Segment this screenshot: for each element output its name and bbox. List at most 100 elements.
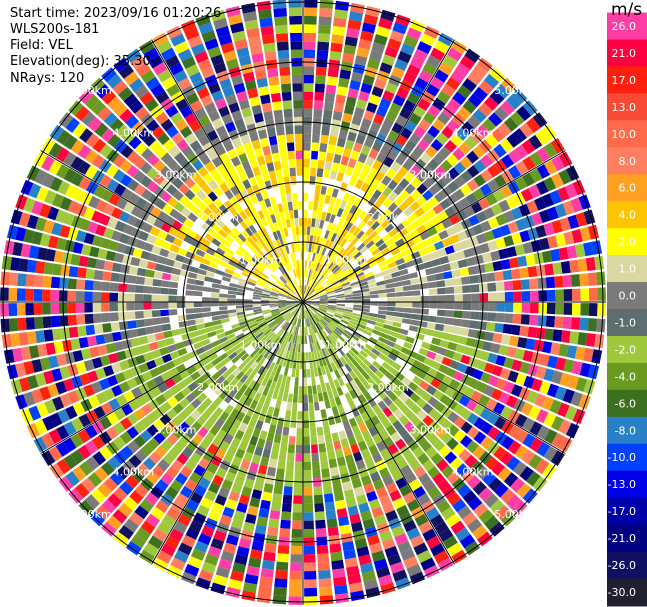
radar-gate	[127, 179, 140, 192]
radar-gate	[479, 350, 490, 362]
radar-gate	[111, 331, 122, 342]
radar-gate	[268, 424, 277, 434]
radar-gate	[277, 134, 286, 144]
radar-gate	[282, 494, 293, 504]
radar-gate	[171, 132, 184, 145]
radar-gate	[238, 317, 247, 323]
radar-gate	[387, 38, 402, 51]
radar-gate	[316, 332, 322, 341]
radar-gate	[189, 120, 202, 133]
radar-gate	[360, 118, 372, 129]
radar-gate	[284, 272, 291, 281]
radar-gate	[225, 94, 238, 106]
colorbar-swatch	[607, 147, 647, 176]
radar-gate	[275, 355, 282, 365]
radar-gate	[148, 253, 159, 263]
radar-gate	[447, 542, 463, 557]
radar-gate	[487, 282, 497, 292]
radar-gate	[306, 309, 310, 318]
radar-gate	[186, 319, 196, 326]
radar-gate	[351, 71, 364, 83]
radar-gate	[447, 167, 460, 180]
radar-gate	[433, 330, 443, 339]
radar-gate	[99, 378, 111, 391]
colorbar-swatch	[607, 335, 647, 364]
radar-gate	[329, 543, 342, 553]
radar-gate	[247, 88, 259, 99]
radar-gate	[512, 313, 522, 324]
radar-gate	[361, 163, 372, 175]
radar-gate	[151, 294, 161, 302]
radar-gate	[159, 295, 169, 302]
radar-gate	[229, 282, 238, 288]
radar-gate	[385, 283, 395, 289]
radar-gate	[88, 195, 101, 209]
radar-gate	[315, 66, 327, 76]
radar-gate	[184, 27, 200, 41]
radar-gate	[118, 381, 131, 393]
radar-gate	[419, 380, 430, 391]
radar-gate	[113, 252, 124, 263]
radar-gate	[208, 242, 219, 252]
radar-gate	[521, 139, 536, 155]
radar-gate	[133, 170, 146, 183]
radar-gate	[496, 292, 505, 302]
radar-gate	[349, 513, 361, 525]
radar-gate	[127, 275, 137, 284]
radar-gate	[377, 314, 387, 320]
radar-gate	[580, 288, 590, 301]
radar-gate	[566, 345, 578, 359]
radar-gate	[332, 341, 340, 350]
radar-gate	[103, 365, 115, 377]
radar-gate	[233, 267, 243, 275]
radar-gate	[166, 125, 179, 138]
radar-gate	[190, 371, 201, 381]
radar-gate	[392, 386, 403, 397]
radar-gate	[286, 314, 293, 322]
radar-gate	[415, 241, 426, 251]
radar-gate	[123, 390, 135, 403]
radar-gate	[261, 559, 275, 570]
radar-gate	[94, 467, 109, 482]
radar-gate	[434, 191, 446, 203]
radar-gate	[441, 83, 456, 98]
radar-gate	[321, 348, 327, 357]
radar-gate	[400, 323, 410, 330]
radar-gate	[279, 308, 288, 313]
radar-gate	[536, 180, 549, 195]
radar-gate	[272, 442, 281, 452]
radar-gate	[244, 377, 253, 387]
radar-gate	[232, 271, 242, 278]
radar-gate	[370, 264, 380, 271]
radar-gate	[465, 399, 478, 412]
radar-gate	[153, 271, 163, 280]
radar-gate	[296, 419, 303, 429]
radar-gate	[555, 357, 567, 371]
radar-gate	[12, 347, 23, 363]
radar-gate	[244, 293, 254, 297]
radar-gate	[23, 360, 35, 375]
radar-gate	[214, 418, 225, 429]
radar-gate	[160, 309, 169, 317]
colorbar-swatch	[607, 12, 647, 41]
radar-gate	[227, 167, 238, 178]
radar-gate	[386, 311, 395, 317]
radar-gate	[344, 296, 354, 300]
radar-gate	[416, 327, 427, 335]
radar-gate	[311, 296, 320, 300]
radar-gate	[430, 233, 442, 244]
radar-gate	[462, 99, 477, 114]
radar-gate	[179, 158, 192, 171]
radar-gate	[164, 360, 176, 371]
radar-gate	[362, 358, 372, 368]
radar-gate	[130, 386, 143, 399]
radar-gate	[437, 382, 449, 394]
radar-gate	[420, 295, 430, 302]
radar-gate	[261, 291, 271, 295]
radar-gate	[322, 316, 331, 324]
radar-gate	[507, 221, 519, 234]
radar-gate	[309, 269, 314, 278]
radar-gate	[283, 228, 289, 237]
radar-gate	[267, 264, 275, 273]
radar-gate	[85, 133, 100, 148]
